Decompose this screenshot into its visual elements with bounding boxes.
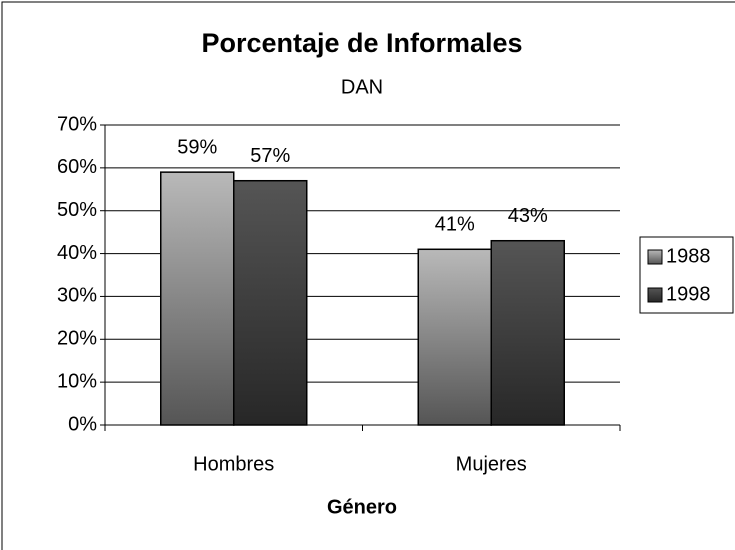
bar: [417, 248, 492, 426]
y-tick-label: 50%: [57, 199, 97, 221]
legend-label: 1988: [666, 245, 711, 267]
value-label: 43%: [508, 205, 548, 227]
chart-subtitle: DAN: [341, 76, 383, 98]
y-tick-label: 20%: [57, 328, 97, 350]
bar: [490, 239, 565, 426]
value-label: 57%: [250, 145, 290, 167]
y-tick-label: 70%: [57, 113, 97, 135]
legend-label: 1998: [666, 283, 711, 305]
bar: [160, 171, 235, 426]
y-tick-label: 10%: [57, 370, 97, 392]
y-tick-label: 0%: [68, 413, 97, 435]
legend-swatch: [647, 249, 663, 265]
bar: [233, 179, 308, 426]
x-axis-label: Género: [327, 496, 397, 518]
chart-title: Porcentaje de Informales: [201, 28, 522, 58]
x-tick-label: Hombres: [193, 453, 274, 475]
y-tick-label: 30%: [57, 285, 97, 307]
y-tick-label: 60%: [57, 156, 97, 178]
x-tick-label: Mujeres: [456, 453, 527, 475]
legend-swatch: [647, 287, 663, 303]
value-label: 59%: [177, 136, 217, 158]
value-label: 41%: [435, 214, 475, 236]
y-tick-label: 40%: [57, 242, 97, 264]
